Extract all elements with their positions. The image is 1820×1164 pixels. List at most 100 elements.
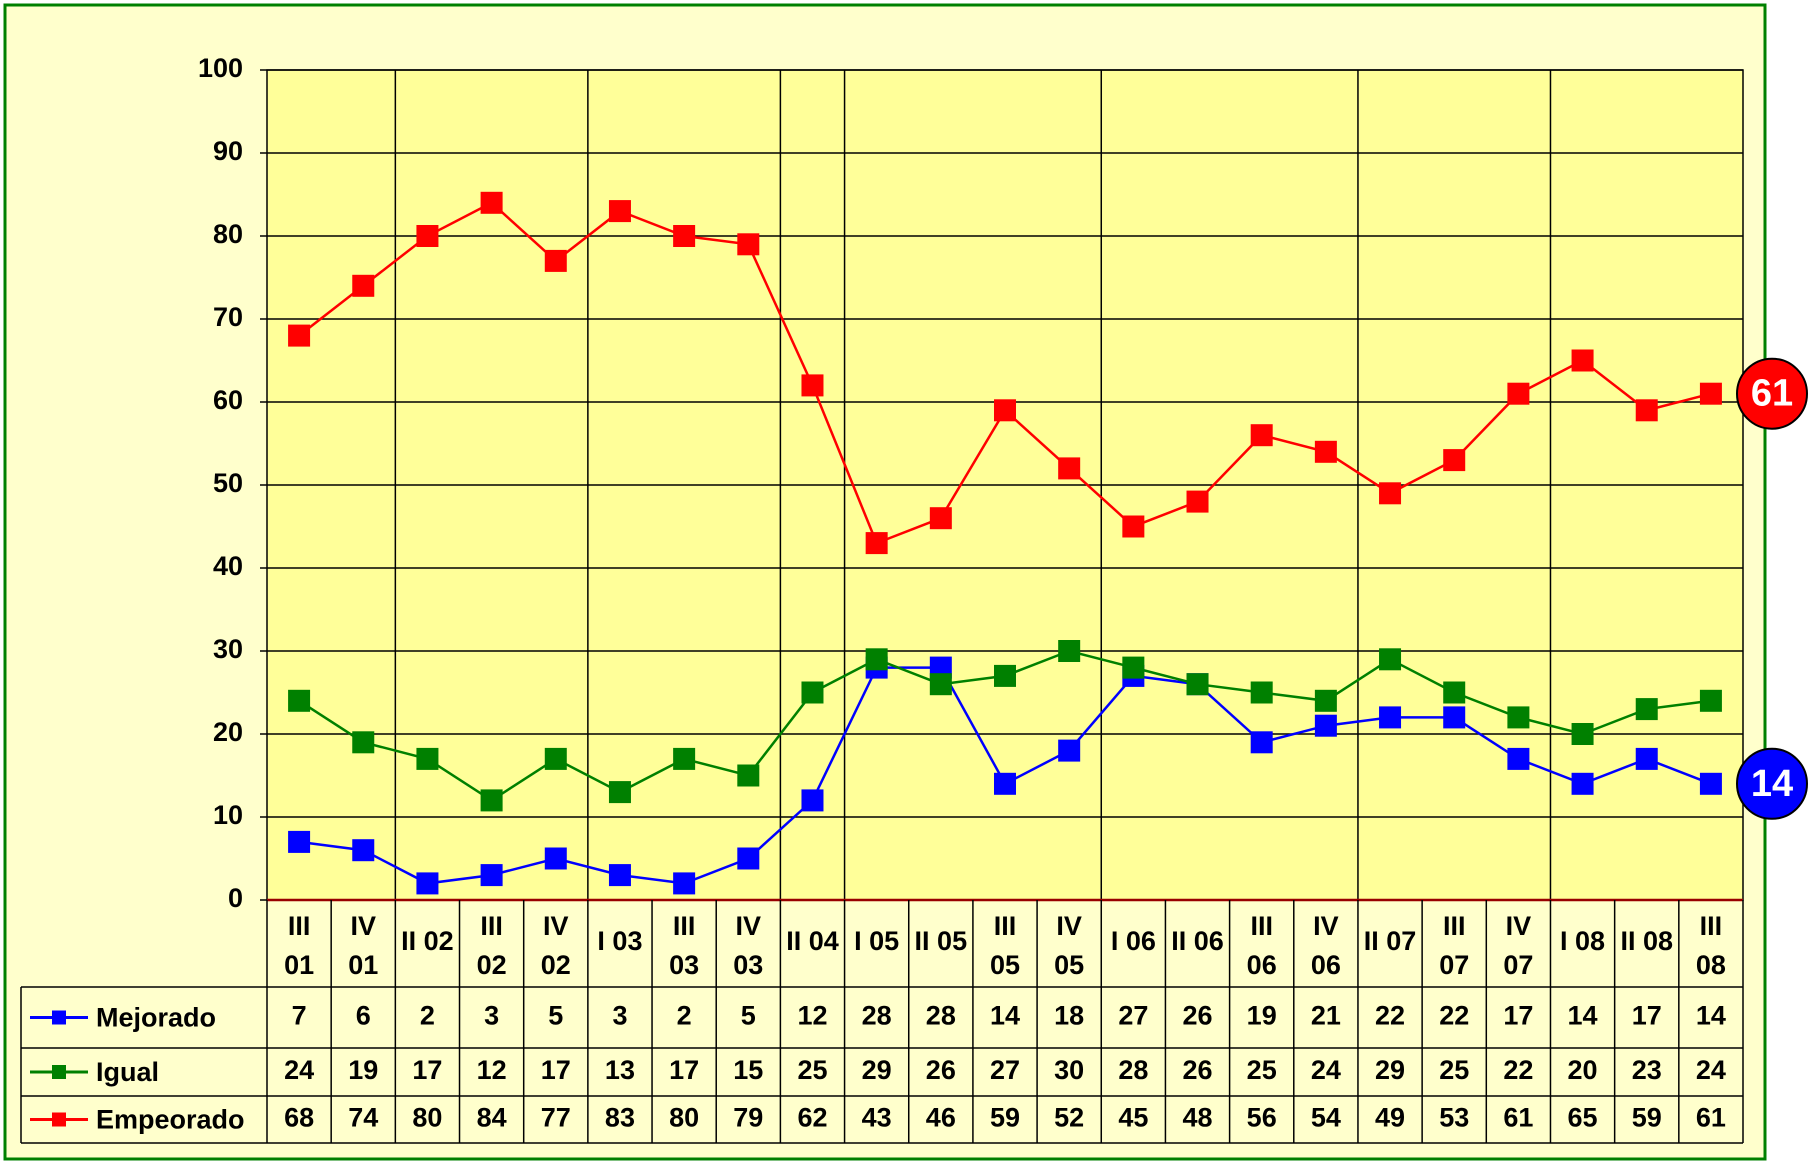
table-value: 43 bbox=[862, 1103, 892, 1133]
x-tick-label: I 06 bbox=[1111, 926, 1156, 956]
table-value: 65 bbox=[1568, 1103, 1598, 1133]
table-value: 45 bbox=[1118, 1103, 1148, 1133]
x-tick-label: III 02 bbox=[477, 911, 507, 980]
data-point bbox=[865, 648, 888, 671]
table-value: 14 bbox=[990, 1001, 1020, 1031]
data-point bbox=[608, 781, 631, 804]
data-point bbox=[544, 747, 567, 770]
table-value: 29 bbox=[1375, 1055, 1405, 1085]
x-tick-label: II 07 bbox=[1364, 926, 1417, 956]
data-point bbox=[994, 664, 1016, 687]
table-value: 61 bbox=[1696, 1103, 1726, 1133]
data-point bbox=[1122, 515, 1145, 538]
data-point bbox=[608, 864, 631, 887]
table-value: 80 bbox=[669, 1103, 699, 1133]
data-point bbox=[480, 789, 503, 812]
y-tick-label: 100 bbox=[198, 53, 243, 83]
x-tick-label: III 07 bbox=[1439, 911, 1469, 980]
table-value: 59 bbox=[1632, 1103, 1662, 1133]
data-point bbox=[1186, 673, 1209, 696]
data-point bbox=[352, 839, 375, 862]
data-point bbox=[288, 830, 311, 853]
table-value: 19 bbox=[1247, 1001, 1277, 1031]
table-value: 28 bbox=[862, 1001, 892, 1031]
table-value: 23 bbox=[1632, 1055, 1662, 1085]
data-point bbox=[1314, 689, 1337, 712]
legend-label: Empeorado bbox=[96, 1105, 245, 1135]
table-value: 25 bbox=[797, 1055, 827, 1085]
data-point bbox=[673, 225, 696, 247]
data-point bbox=[1571, 723, 1594, 745]
data-point bbox=[416, 225, 439, 247]
table-value: 12 bbox=[477, 1055, 507, 1085]
table-value: 22 bbox=[1375, 1001, 1405, 1031]
table-value: 26 bbox=[926, 1055, 956, 1085]
table-value: 17 bbox=[541, 1055, 571, 1085]
y-tick-label: 80 bbox=[213, 219, 243, 249]
table-value: 27 bbox=[1118, 1001, 1148, 1031]
x-tick-label: IV 03 bbox=[733, 911, 763, 980]
table-value: 61 bbox=[1503, 1103, 1533, 1133]
table-value: 77 bbox=[541, 1103, 571, 1133]
data-point bbox=[994, 399, 1016, 422]
data-point bbox=[1443, 681, 1466, 704]
y-tick-label: 40 bbox=[213, 551, 243, 581]
data-point bbox=[673, 872, 696, 895]
data-point bbox=[1635, 747, 1658, 770]
data-point bbox=[1699, 689, 1722, 712]
table-value: 29 bbox=[862, 1055, 892, 1085]
data-point bbox=[416, 747, 439, 770]
data-point bbox=[929, 507, 952, 530]
table-value: 17 bbox=[412, 1055, 442, 1085]
x-tick-label: IV 02 bbox=[541, 911, 571, 980]
data-point bbox=[929, 656, 952, 679]
data-point bbox=[1443, 706, 1466, 729]
data-point bbox=[1699, 382, 1722, 405]
data-point bbox=[1122, 656, 1145, 679]
table-value: 2 bbox=[420, 1001, 435, 1031]
table-value: 52 bbox=[1054, 1103, 1084, 1133]
table-value: 46 bbox=[926, 1103, 956, 1133]
table-value: 25 bbox=[1439, 1055, 1469, 1085]
table-value: 68 bbox=[284, 1103, 314, 1133]
data-point bbox=[737, 233, 760, 256]
table-value: 79 bbox=[733, 1103, 763, 1133]
y-tick-label: 30 bbox=[213, 634, 243, 664]
table-value: 12 bbox=[797, 1001, 827, 1031]
table-value: 17 bbox=[1632, 1001, 1662, 1031]
table-value: 14 bbox=[1568, 1001, 1598, 1031]
table-value: 24 bbox=[1696, 1055, 1726, 1085]
table-value: 54 bbox=[1311, 1103, 1341, 1133]
x-tick-label: III 05 bbox=[990, 911, 1020, 980]
end-callout bbox=[1736, 747, 1808, 820]
table-value: 48 bbox=[1182, 1103, 1212, 1133]
legend-marker bbox=[52, 1112, 66, 1127]
table-value: 27 bbox=[990, 1055, 1020, 1085]
table-value: 28 bbox=[926, 1001, 956, 1031]
table-value: 13 bbox=[605, 1055, 635, 1085]
y-tick-label: 50 bbox=[213, 468, 243, 498]
y-tick-label: 0 bbox=[228, 883, 243, 913]
data-point bbox=[1250, 681, 1273, 704]
table-value: 17 bbox=[669, 1055, 699, 1085]
legend-marker bbox=[52, 1065, 66, 1079]
data-point bbox=[1314, 440, 1337, 463]
data-point bbox=[480, 191, 503, 214]
x-tick-label: II 06 bbox=[1171, 926, 1224, 956]
data-point bbox=[352, 274, 375, 297]
data-point bbox=[1571, 772, 1594, 795]
x-tick-label: III 08 bbox=[1696, 911, 1726, 980]
y-tick-label: 60 bbox=[213, 385, 243, 415]
end-callout-label: 14 bbox=[1751, 763, 1793, 805]
data-point bbox=[1635, 399, 1658, 422]
table-value: 17 bbox=[1503, 1001, 1533, 1031]
data-point bbox=[1571, 349, 1594, 372]
table-value: 7 bbox=[292, 1001, 307, 1031]
table-value: 22 bbox=[1503, 1055, 1533, 1085]
table-value: 2 bbox=[677, 1001, 692, 1031]
data-point bbox=[801, 374, 824, 397]
data-point bbox=[1379, 648, 1402, 671]
table-value: 6 bbox=[356, 1001, 371, 1031]
data-point bbox=[288, 324, 311, 347]
